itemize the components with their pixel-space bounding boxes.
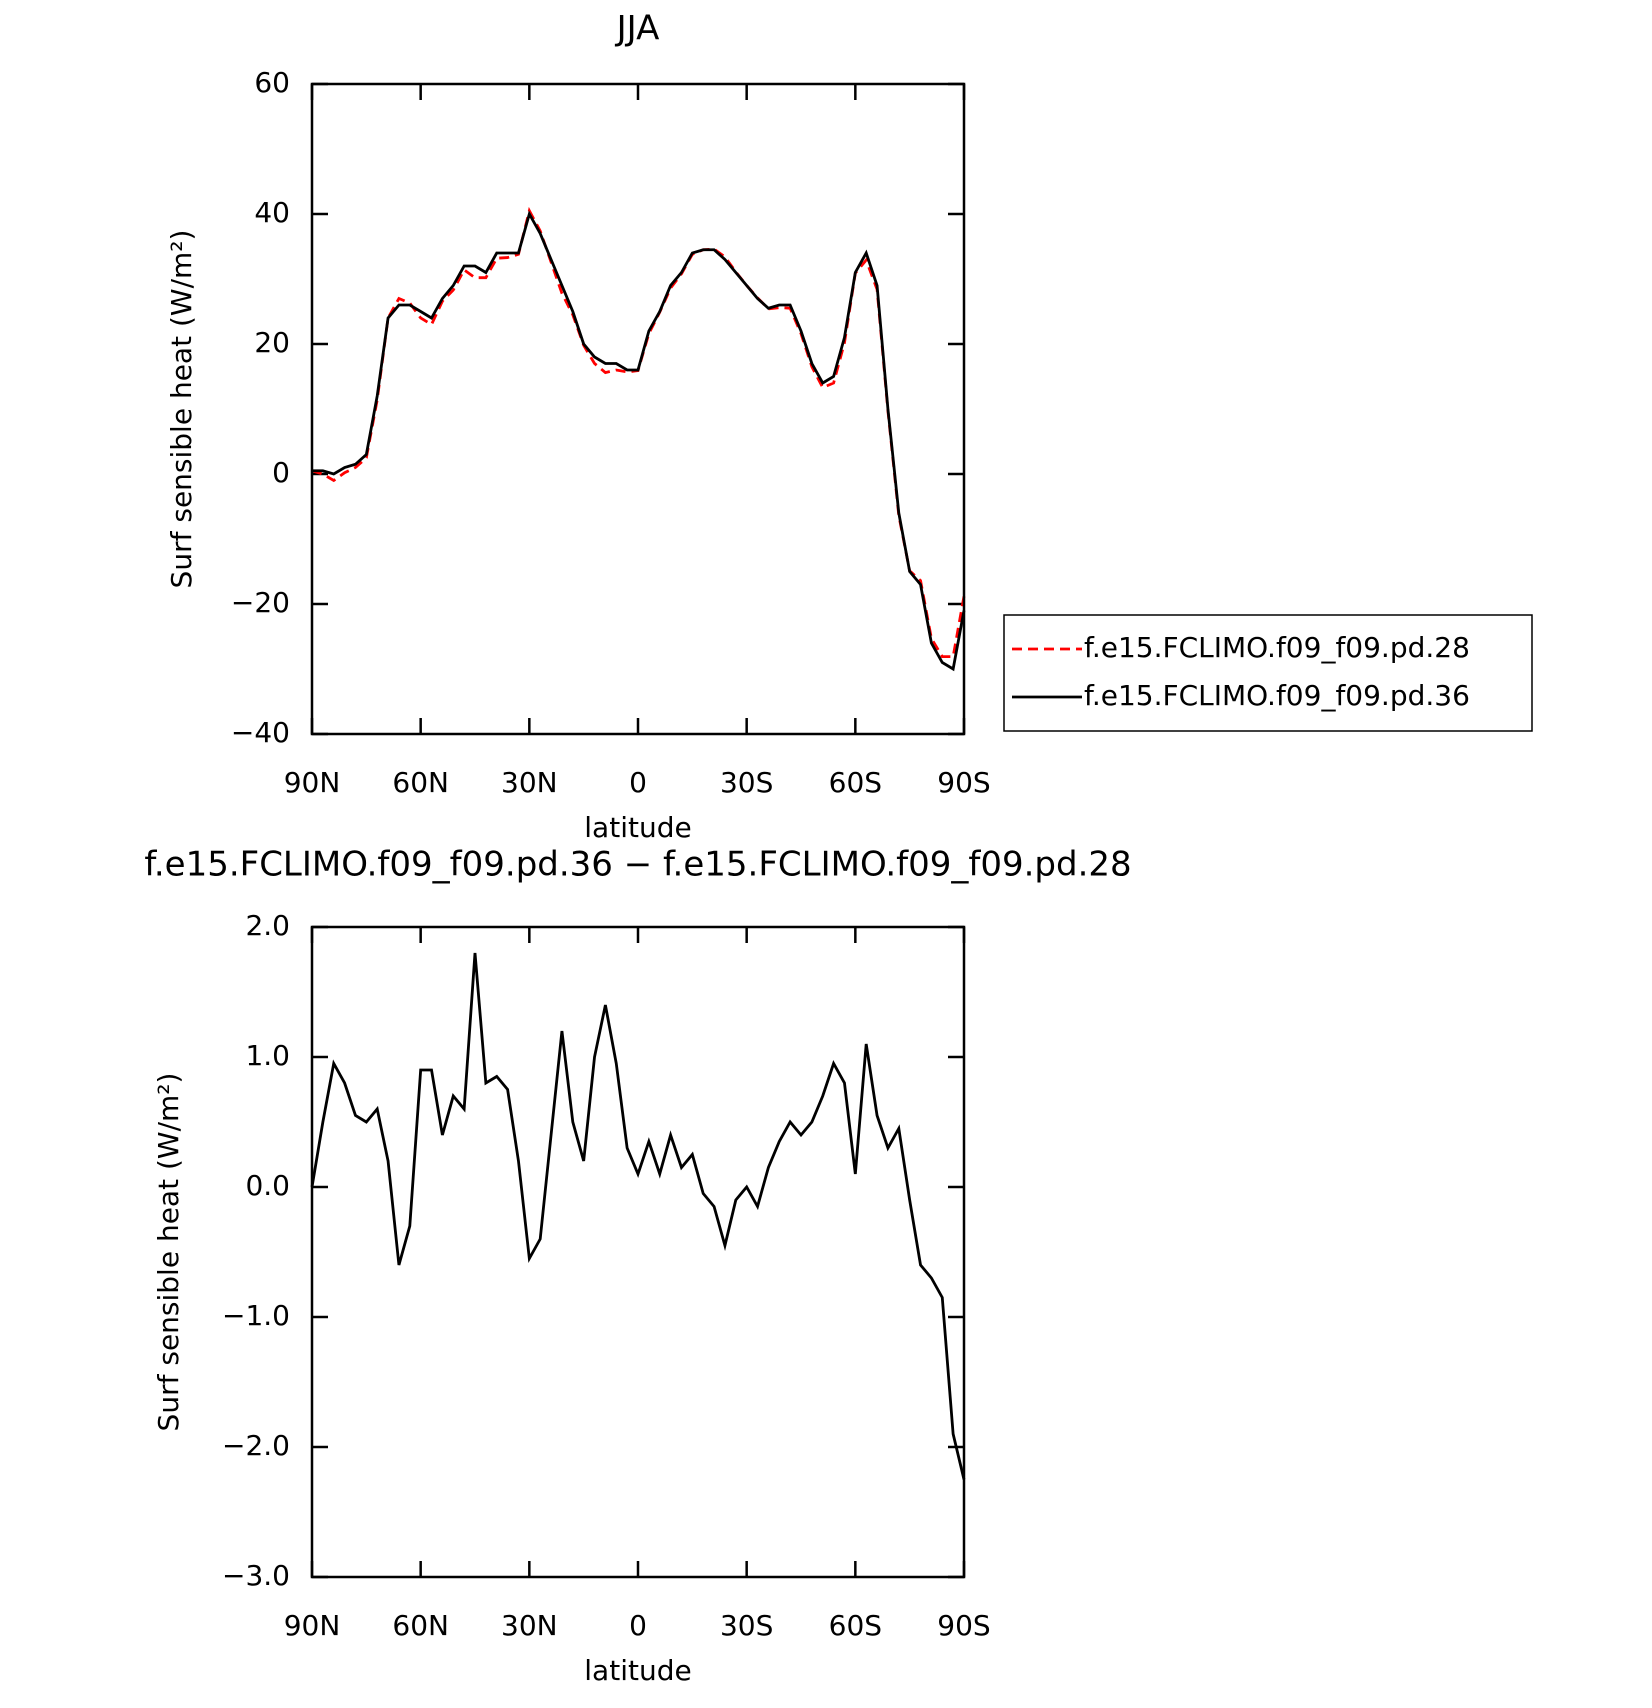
chart-title: JJA bbox=[615, 9, 660, 49]
y-tick-label: 40 bbox=[254, 196, 290, 229]
y-tick-label: −2.0 bbox=[222, 1429, 290, 1462]
y-axis-label: Surf sensible heat (W/m²) bbox=[152, 1073, 185, 1432]
chart-title: f.e15.FCLIMO.f09_f09.pd.36 − f.e15.FCLIM… bbox=[144, 845, 1131, 885]
y-tick-label: −20 bbox=[231, 586, 290, 619]
y-tick-label: 1.0 bbox=[245, 1039, 290, 1072]
x-axis-label: latitude bbox=[584, 1654, 691, 1687]
x-tick-label: 90N bbox=[284, 766, 341, 799]
y-tick-label: 60 bbox=[254, 66, 290, 99]
data-line bbox=[311, 206, 966, 659]
x-tick-label: 30N bbox=[501, 1609, 558, 1642]
y-tick-label: −1.0 bbox=[222, 1299, 290, 1332]
data-line bbox=[310, 952, 966, 1480]
x-tick-label: 90N bbox=[284, 1609, 341, 1642]
x-tick-label: 90S bbox=[937, 1609, 990, 1642]
y-tick-label: 20 bbox=[254, 326, 290, 359]
y-tick-label: 0.0 bbox=[245, 1169, 290, 1202]
x-axis-label: latitude bbox=[584, 811, 691, 844]
legend-box bbox=[1003, 614, 1533, 732]
legend-label: f.e15.FCLIMO.f09_f09.pd.28 bbox=[1084, 631, 1470, 664]
y-tick-label: −3.0 bbox=[222, 1559, 290, 1592]
x-tick-label: 60N bbox=[392, 766, 449, 799]
x-tick-label: 30S bbox=[720, 1609, 773, 1642]
x-tick-label: 90S bbox=[937, 766, 990, 799]
y-tick-label: −40 bbox=[231, 716, 290, 749]
data-line bbox=[312, 210, 966, 672]
x-tick-label: 30S bbox=[720, 766, 773, 799]
x-tick-label: 30N bbox=[501, 766, 558, 799]
plot-frame bbox=[310, 925, 966, 1579]
x-tick-label: 60S bbox=[829, 766, 882, 799]
legend-label: f.e15.FCLIMO.f09_f09.pd.36 bbox=[1084, 679, 1470, 712]
y-tick-label: 0 bbox=[272, 456, 290, 489]
y-axis-label: Surf sensible heat (W/m²) bbox=[165, 230, 198, 589]
x-tick-label: 0 bbox=[629, 766, 647, 799]
plot-frame bbox=[310, 82, 966, 736]
x-tick-label: 60N bbox=[392, 1609, 449, 1642]
x-tick-label: 0 bbox=[629, 1609, 647, 1642]
x-tick-label: 60S bbox=[829, 1609, 882, 1642]
y-tick-label: 2.0 bbox=[245, 909, 290, 942]
